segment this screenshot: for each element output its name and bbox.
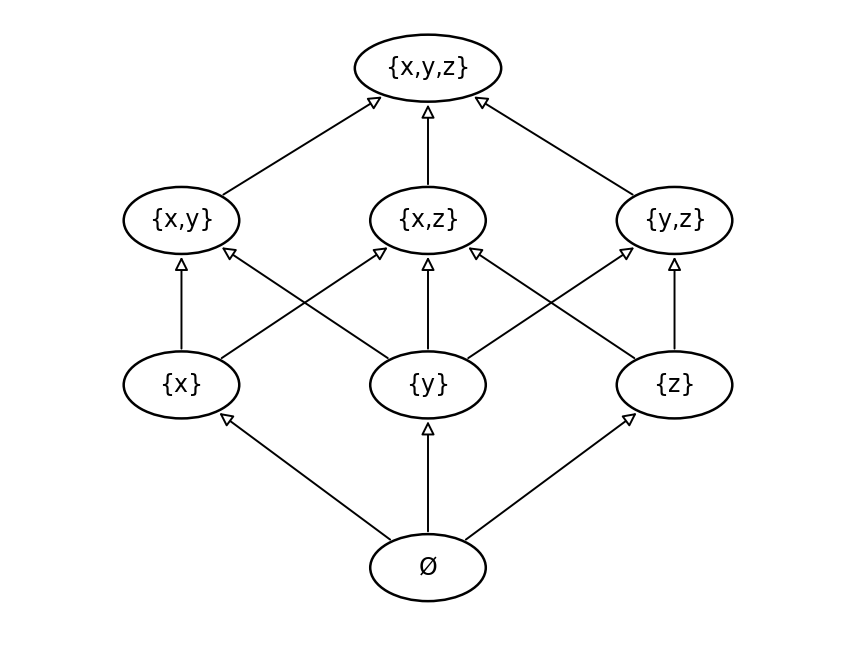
Ellipse shape	[370, 534, 485, 601]
Text: Ø: Ø	[419, 555, 437, 580]
Ellipse shape	[370, 187, 485, 254]
Ellipse shape	[370, 351, 485, 419]
Ellipse shape	[123, 187, 239, 254]
Text: {x,y,z}: {x,y,z}	[385, 56, 471, 80]
Text: {x,z}: {x,z}	[396, 209, 460, 233]
Ellipse shape	[354, 35, 501, 102]
Ellipse shape	[123, 351, 239, 419]
Text: {y,z}: {y,z}	[643, 209, 706, 233]
Text: {x,y}: {x,y}	[149, 209, 214, 233]
Ellipse shape	[616, 187, 732, 254]
Text: {x}: {x}	[159, 373, 204, 397]
Text: {z}: {z}	[653, 373, 696, 397]
Ellipse shape	[616, 351, 732, 419]
Text: {y}: {y}	[406, 373, 450, 397]
